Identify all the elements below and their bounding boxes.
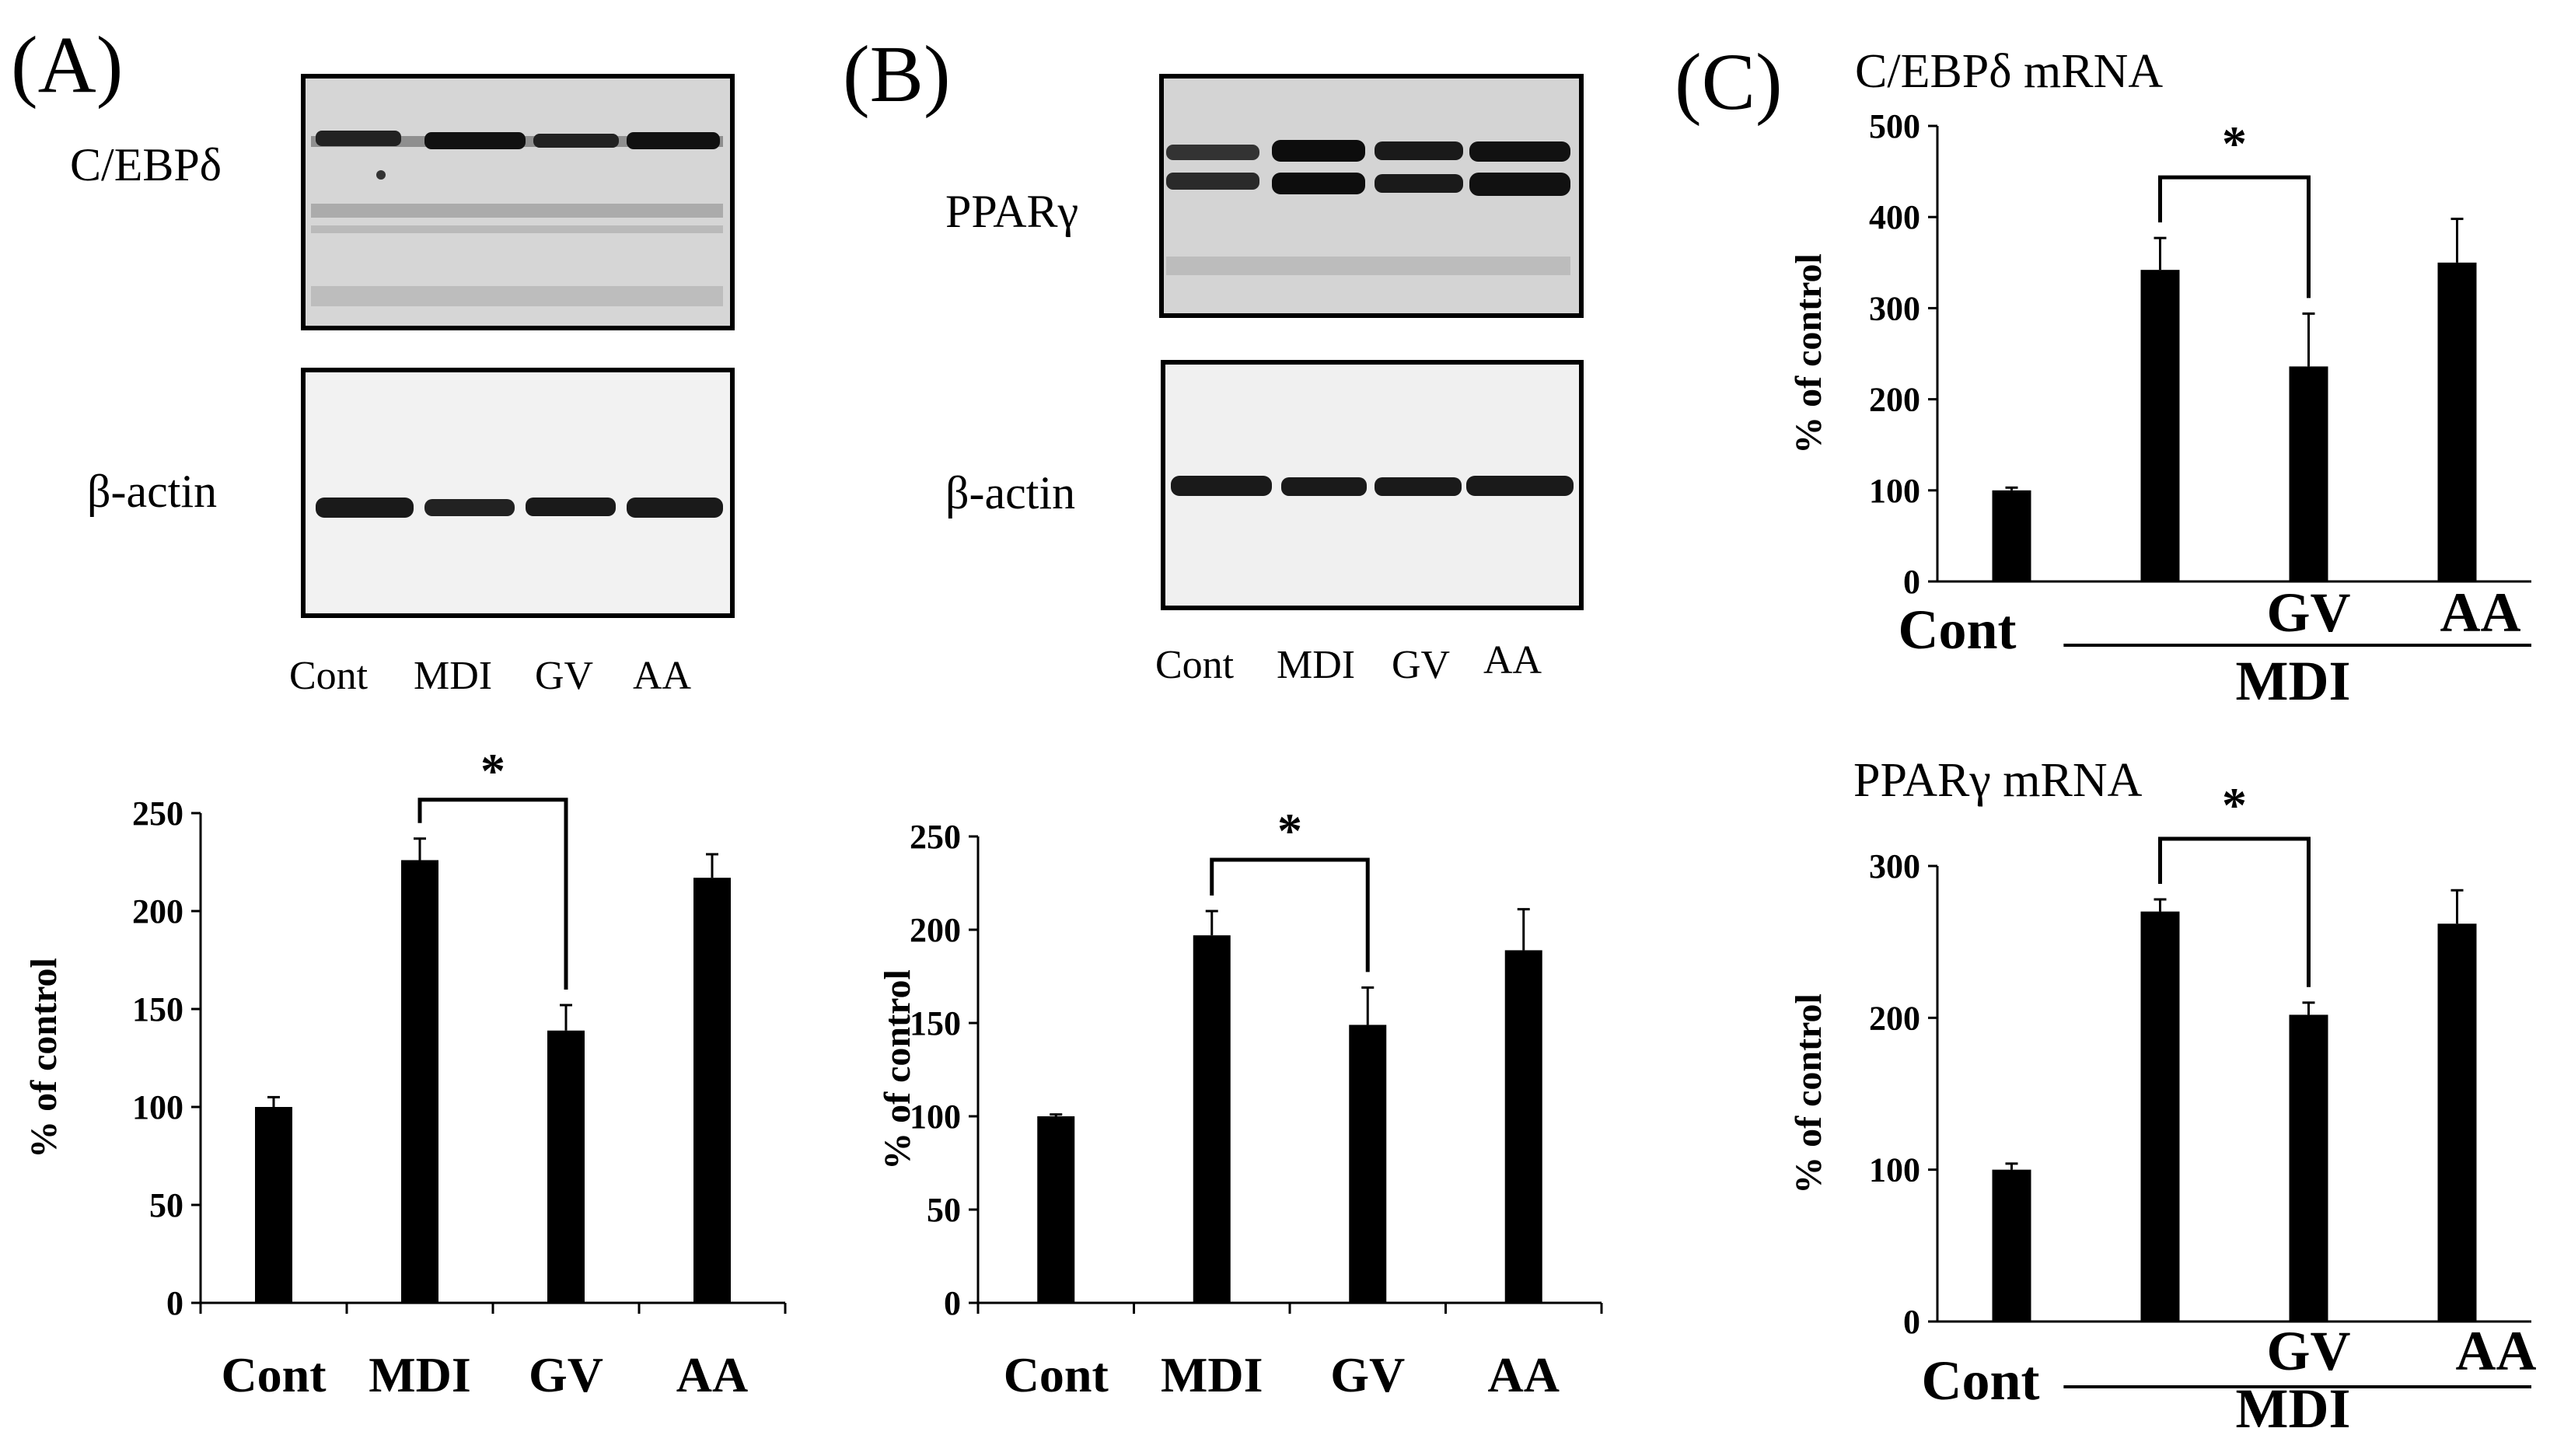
bar bbox=[1349, 1025, 1387, 1303]
bar bbox=[1504, 950, 1542, 1303]
panel-c-label: (C) bbox=[1675, 37, 1783, 127]
y-tick-label: 200 bbox=[1869, 999, 1920, 1037]
y-axis-label: % of control bbox=[1788, 253, 1829, 454]
y-tick-label: 500 bbox=[1869, 107, 1920, 145]
y-tick-label: 200 bbox=[1869, 381, 1920, 419]
bar-chart-b: 0 50 100 150 200 250 % of control Cont MDI GV AA * bbox=[877, 803, 1603, 1402]
significance-bracket bbox=[417, 798, 568, 990]
x-tick-label: MDI bbox=[369, 1347, 471, 1402]
x-tick-label: MDI bbox=[1161, 1347, 1263, 1402]
y-tick-label: 100 bbox=[910, 1098, 961, 1136]
significance-bracket bbox=[2158, 175, 2311, 299]
y-tick-label: 200 bbox=[132, 892, 183, 931]
blot-b-target-label: PPARγ bbox=[945, 186, 1078, 237]
y-tick-label: 300 bbox=[1869, 847, 1920, 885]
bar bbox=[1992, 1169, 2031, 1322]
blot-a-lane-label: MDI bbox=[414, 654, 492, 698]
bar bbox=[2140, 270, 2180, 581]
blot-b-loading bbox=[1161, 360, 1584, 610]
blot-a-lane-label: Cont bbox=[289, 654, 369, 698]
blot-b-lane-label: Cont bbox=[1155, 643, 1235, 687]
x-tick-label: AA bbox=[2440, 581, 2521, 644]
x-tick-label: Cont bbox=[1898, 599, 2016, 661]
panel-a-label: (A) bbox=[11, 20, 123, 110]
group-label: MDI bbox=[2236, 650, 2351, 712]
blot-a-lane-labels: Cont MDI GV AA bbox=[289, 654, 692, 698]
blot-a-loading bbox=[301, 368, 735, 618]
significance-star: * bbox=[2222, 777, 2247, 833]
y-axis-label: % of control bbox=[877, 969, 918, 1170]
blot-a-target-label: C/EBPδ bbox=[70, 139, 222, 190]
significance-star: * bbox=[2222, 116, 2247, 171]
significance-star: * bbox=[1277, 803, 1302, 858]
x-tick-label: GV bbox=[2267, 581, 2351, 644]
bar bbox=[2289, 1014, 2328, 1322]
y-tick-label: 0 bbox=[1903, 1303, 1920, 1341]
y-tick-label: 150 bbox=[910, 1004, 961, 1042]
y-tick-label: 0 bbox=[166, 1284, 183, 1322]
y-tick-label: 50 bbox=[927, 1191, 961, 1229]
x-tick-label: GV bbox=[1330, 1347, 1405, 1402]
blot-a-lane-label: GV bbox=[535, 654, 593, 698]
x-tick-label: GV bbox=[529, 1347, 603, 1402]
x-tick-label: Cont bbox=[1004, 1347, 1109, 1402]
bar bbox=[255, 1107, 292, 1303]
x-tick-label: GV bbox=[2267, 1320, 2351, 1382]
group-label: MDI bbox=[2236, 1377, 2351, 1440]
significance-star: * bbox=[480, 743, 505, 798]
blot-a-loading-label: β-actin bbox=[87, 466, 217, 517]
bar bbox=[2437, 262, 2477, 581]
bar bbox=[1193, 935, 1231, 1303]
panel-b-label: (B) bbox=[843, 30, 951, 119]
bar bbox=[693, 878, 731, 1303]
bar-chart-c-cebpd: C/EBPδ mRNA 0 100 200 300 400 500 % of control C… bbox=[1788, 45, 2531, 712]
bar-chart-c-pparg: PPARγ mRNA 0 100 200 300 % of control Cont GV AA… bbox=[1788, 754, 2537, 1440]
y-tick-label: 100 bbox=[1869, 472, 1920, 510]
y-tick-label: 100 bbox=[132, 1088, 183, 1126]
y-tick-label: 250 bbox=[132, 794, 183, 833]
y-axis-label: % of control bbox=[23, 958, 65, 1158]
x-tick-label: AA bbox=[1488, 1347, 1560, 1402]
bar bbox=[547, 1030, 585, 1303]
x-tick-label: AA bbox=[676, 1347, 748, 1402]
y-tick-label: 0 bbox=[1903, 563, 1920, 601]
bar bbox=[2289, 366, 2328, 581]
bar bbox=[1992, 490, 2031, 581]
x-tick-label: Cont bbox=[221, 1347, 327, 1402]
y-tick-label: 0 bbox=[944, 1284, 961, 1322]
bar bbox=[401, 860, 438, 1303]
chart-title: PPARγ mRNA bbox=[1853, 754, 2143, 807]
bar-chart-a: 0 50 100 150 200 250 % of control Cont MDI GV AA * bbox=[23, 743, 787, 1402]
blot-b-lane-label: AA bbox=[1483, 638, 1542, 683]
y-tick-label: 200 bbox=[910, 911, 961, 949]
bar bbox=[2437, 924, 2477, 1322]
x-tick-label: Cont bbox=[1921, 1350, 2039, 1412]
significance-bracket bbox=[2158, 836, 2311, 987]
y-tick-label: 300 bbox=[1869, 289, 1920, 327]
bar bbox=[1037, 1116, 1075, 1303]
blot-b-lane-label: MDI bbox=[1277, 643, 1355, 687]
chart-title: C/EBPδ mRNA bbox=[1855, 45, 2163, 98]
y-tick-label: 400 bbox=[1869, 198, 1920, 236]
bar bbox=[2140, 911, 2180, 1322]
y-tick-label: 150 bbox=[132, 990, 183, 1028]
y-axis-label: % of control bbox=[1788, 993, 1829, 1194]
y-tick-label: 50 bbox=[149, 1186, 183, 1224]
blot-a-lane-label: AA bbox=[633, 654, 692, 698]
blot-b-lane-labels: Cont MDI GV AA bbox=[1155, 638, 1542, 687]
blot-b-loading-label: β-actin bbox=[945, 467, 1075, 519]
significance-bracket bbox=[1210, 857, 1370, 972]
blot-b-target bbox=[1159, 74, 1584, 318]
y-tick-label: 100 bbox=[1869, 1151, 1920, 1189]
blot-a-target bbox=[301, 74, 735, 330]
blot-b-lane-label: GV bbox=[1392, 643, 1450, 687]
x-tick-label: AA bbox=[2456, 1320, 2537, 1382]
y-tick-label: 250 bbox=[910, 818, 961, 856]
